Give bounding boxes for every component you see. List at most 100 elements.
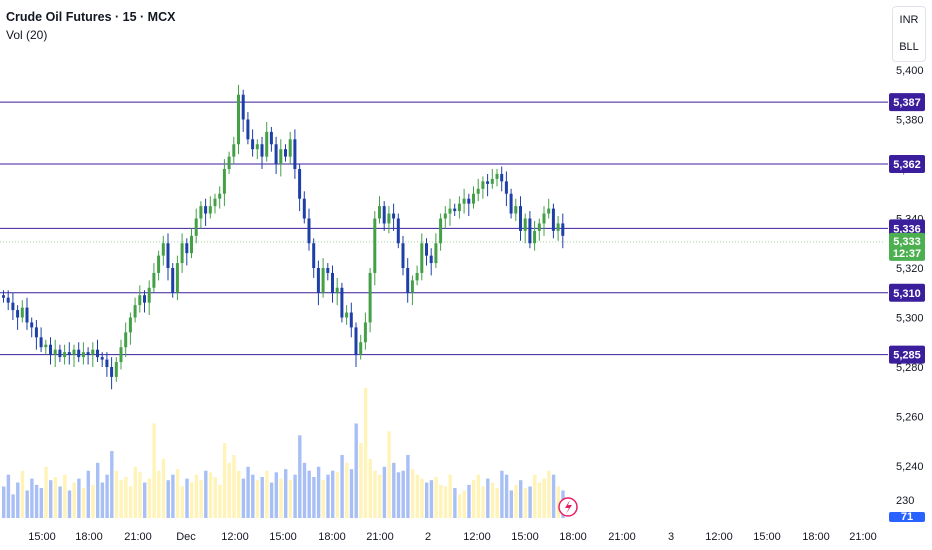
volume-bar [16,482,20,518]
candle-body [11,302,15,311]
x-tick-label: 15:00 [269,531,297,543]
x-tick-label: 21:00 [366,531,394,543]
candle-body [410,280,414,293]
volume-bar [331,470,335,518]
volume-bar [6,474,11,518]
volume-bar [495,488,499,518]
volume-bar [288,480,293,518]
candle-body [185,243,189,254]
volume-bar [443,486,448,518]
symbol-title[interactable]: Crude Oil Futures · 15 · MCX [6,10,176,24]
volume-indicator-label[interactable]: Vol (20) [6,28,48,42]
volume-bar [410,469,415,518]
candle-body [232,144,236,157]
candle-body [359,342,363,355]
level-badge [889,93,925,112]
candle-body [246,119,250,140]
x-tick-label: 18:00 [802,531,830,543]
x-tick-label: 21:00 [124,531,152,543]
candle-body [274,144,278,165]
volume-bar [293,474,297,518]
volume-bar [509,490,513,518]
candle-body [72,349,76,355]
candle-body [190,235,193,254]
volume-bar [453,488,457,518]
volume-bar [194,474,199,518]
candle-body [128,317,132,333]
candle-body [77,349,81,358]
unit-button[interactable]: BLL [899,41,919,53]
candle-body [119,347,123,363]
candle-body [396,218,400,244]
x-tick-label: 15:00 [511,531,539,543]
candle-body [222,169,226,194]
candle-body [363,322,367,343]
volume-bar [53,477,58,518]
volume-bar [345,462,349,518]
candle-body [25,307,29,323]
level-badge-label: 5,336 [893,223,921,235]
candle-body [67,352,71,355]
candle-body [302,198,306,219]
last-price-badge [889,232,925,261]
volume-bar [232,454,236,518]
candle-body [237,94,240,145]
candle-body [16,310,20,318]
candle-body [316,268,320,293]
candle-body [556,223,560,231]
level-badge [889,345,925,364]
volume-bar [448,474,452,518]
volume-bar [396,472,401,518]
volume-bar [425,482,429,518]
candle-body [58,349,62,358]
candle-body [175,263,179,293]
volume-bar [537,482,542,518]
candle-body [519,206,522,231]
volume-bar [519,480,523,518]
candle-body [147,287,151,303]
currency-unit-switch[interactable]: INR BLL [892,6,926,62]
countdown-label: 12:37 [893,248,921,260]
candle-body [241,94,245,120]
candle-body [2,295,5,298]
candle-body [227,156,231,169]
volume-bar [500,470,504,518]
candle-body [204,206,208,214]
candle-body [406,268,410,293]
candle-body [382,206,386,224]
volume-bar [523,488,528,518]
y-tick-label: 5,380 [896,115,924,127]
level-badge [889,283,925,302]
candle-body [293,139,297,169]
volume-bar [138,472,142,518]
volume-bar [302,462,307,518]
candle-body [537,223,541,231]
candle-body [472,193,475,204]
candle-body [284,149,287,157]
candle-body [218,193,222,199]
candle-body [298,169,302,199]
volume-bar [340,454,344,518]
y-tick-label: 5,300 [896,313,924,325]
volume-bar [472,480,476,518]
x-tick-label: 18:00 [75,531,103,543]
lightning-icon-bolt [565,500,572,514]
volume-bar [373,470,377,518]
volume-bar [368,458,372,518]
y-tick-label: 5,280 [896,362,924,374]
candle-body [500,173,504,182]
x-tick-label: Dec [176,531,196,543]
candle-body [340,287,344,318]
volume-bar [180,486,184,518]
volume-bar [208,472,213,518]
currency-button[interactable]: INR [899,14,919,26]
y-tick-label: 5,260 [896,412,924,424]
candle-body [260,144,264,157]
candle-body [39,337,43,348]
horizontal-levels[interactable] [0,101,888,356]
volume-bar [528,486,532,518]
volume-bar [284,469,288,518]
candle-body [171,268,175,293]
candle-body [481,181,485,189]
